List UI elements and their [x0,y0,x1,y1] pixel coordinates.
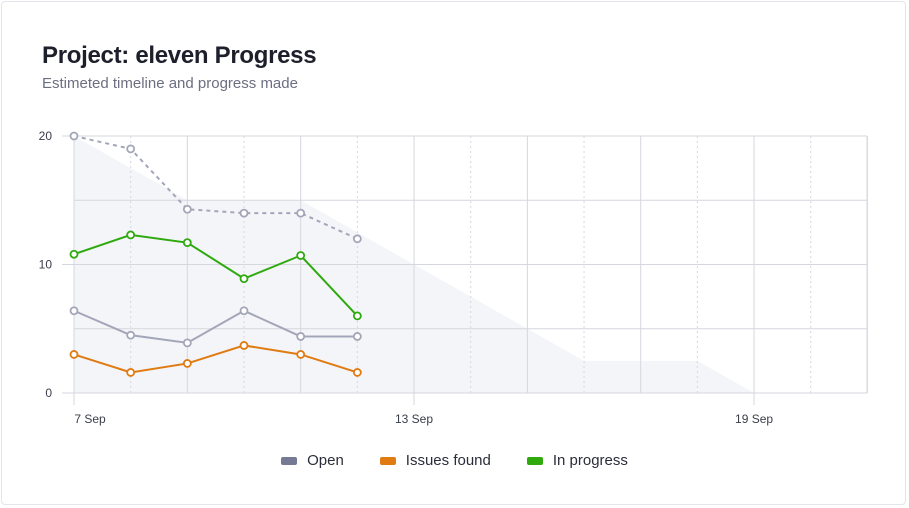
issues-found-point [239,341,249,350]
in-progress-point [296,251,306,260]
total-dashed-point [126,144,136,154]
issues-found-line [73,344,358,374]
legend-item[interactable]: Issues found [379,452,491,469]
total-dashed-point [182,204,192,214]
in-progress-line [73,233,359,317]
legend-label: Open [307,452,344,469]
y-tick-label: 10 [39,258,53,272]
legend-swatch [526,456,543,465]
open-line [73,309,358,344]
x-tick-label: 13 Sep [395,412,433,426]
issues-found-point [126,368,136,377]
total-dashed-point [69,131,79,141]
legend-swatch [379,456,396,465]
issues-found-point [352,368,362,377]
total-dashed-line [73,135,358,240]
chart-legend: Open Issues found In progress [0,452,909,469]
open-point [69,306,79,316]
in-progress-point [182,238,192,248]
open-point [352,332,362,341]
in-progress-point [126,230,136,240]
in-progress-point [239,274,249,284]
open-point [182,338,192,348]
open-point [126,330,136,340]
y-tick-label: 20 [39,129,53,143]
chart-subtitle: Estimeted timeline and progress made [42,75,298,92]
y-tick-label: 0 [45,386,52,400]
chart-title: Project: eleven Progress [42,42,317,69]
open-point [239,306,249,316]
legend-item[interactable]: Open [281,452,344,469]
in-progress-point [352,311,362,321]
legend-label: In progress [552,452,628,469]
legend-swatch [281,456,298,465]
in-progress-point [69,249,79,259]
issues-found-point [69,350,79,359]
open-point [296,332,306,341]
issues-found-point [296,350,306,359]
total-dashed-point [296,208,306,218]
x-tick-label: 7 Sep [74,412,106,426]
legend-item[interactable]: In progress [526,452,628,469]
x-tick-label: 19 Sep [735,412,773,426]
total-dashed-point [352,234,362,244]
issues-found-point [182,359,192,368]
total-dashed-point [239,208,249,218]
legend-label: Issues found [405,452,491,469]
